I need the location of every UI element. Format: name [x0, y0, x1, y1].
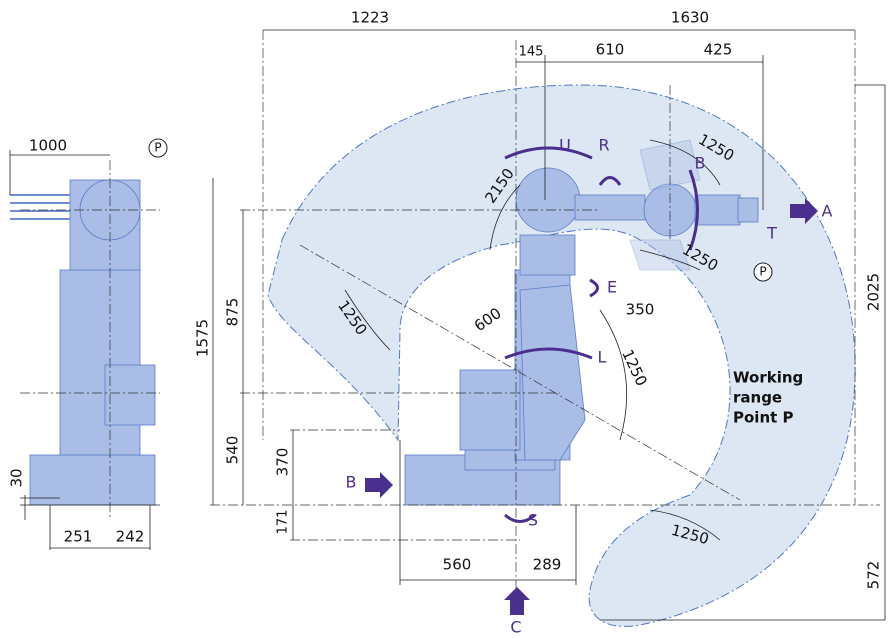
axis-label: R [598, 136, 609, 155]
axis-arrows [365, 146, 818, 615]
dimension: 425 [704, 41, 733, 59]
center-lines [20, 30, 880, 600]
dimension: 1000 [29, 137, 67, 155]
robot-main [737, 197, 759, 223]
view-label: C [510, 618, 521, 637]
axis-arrows [598, 176, 622, 186]
robot-main [404, 139, 759, 506]
dimension: 2025 [865, 273, 883, 311]
robot-side [10, 194, 70, 220]
dimension: 600 [471, 304, 505, 335]
view-label: B [346, 473, 357, 492]
dimension: 242 [116, 528, 145, 546]
axis-label: L [598, 348, 607, 367]
robot-main [459, 369, 521, 451]
axis-label: B [695, 154, 706, 173]
point-label: P [759, 265, 766, 279]
robot-main [515, 167, 581, 233]
point-label: P [154, 141, 161, 155]
range-label: range [733, 389, 782, 407]
axis-arrows [688, 169, 699, 251]
dimension: 171 [276, 510, 291, 535]
robot-main [643, 183, 697, 237]
axis-arrows [589, 278, 599, 298]
robot-main [574, 194, 646, 221]
dimension: 30 [8, 468, 26, 487]
view-label: A [822, 202, 833, 221]
axis-label: E [607, 278, 617, 297]
axis-arrows [504, 513, 536, 523]
dimension-lines [344, 139, 721, 541]
dimension-lines [9, 29, 886, 621]
dimension: 251 [64, 528, 93, 546]
center-lines [20, 30, 880, 600]
axis-arrows [504, 587, 530, 615]
axis-label: S [528, 511, 538, 530]
axis-arrows [790, 198, 818, 224]
point-marker [148, 138, 168, 158]
dimension: 145 [519, 45, 544, 60]
dimension: 350 [626, 301, 655, 319]
dimension: 1575 [194, 319, 212, 357]
robot-side [29, 454, 156, 506]
dimension: 370 [274, 448, 292, 477]
robot-side [10, 179, 156, 506]
dimension: 875 [224, 298, 242, 327]
robot-main [519, 234, 576, 276]
robot-main [519, 284, 586, 461]
axis-label: U [559, 136, 571, 155]
axis-arrows [504, 146, 593, 160]
dimension: 1223 [351, 9, 389, 27]
dimension: 560 [443, 556, 472, 574]
axis-arrows [504, 347, 593, 360]
dimension: 610 [596, 41, 625, 59]
point-marker [753, 262, 773, 282]
range-label: Working [733, 369, 803, 387]
dimension: 540 [224, 436, 242, 465]
dimension-lines [9, 29, 886, 621]
dimension: 572 [865, 561, 883, 590]
range-label: Point P [733, 409, 794, 427]
robot-main [694, 194, 741, 226]
dimension: 289 [533, 556, 562, 574]
robot-side [104, 364, 156, 426]
robot-side [59, 269, 141, 456]
axis-label: T [766, 224, 777, 243]
dimension: 1250 [618, 347, 650, 389]
dimension: 1630 [671, 9, 709, 27]
axis-arrows [365, 472, 393, 498]
